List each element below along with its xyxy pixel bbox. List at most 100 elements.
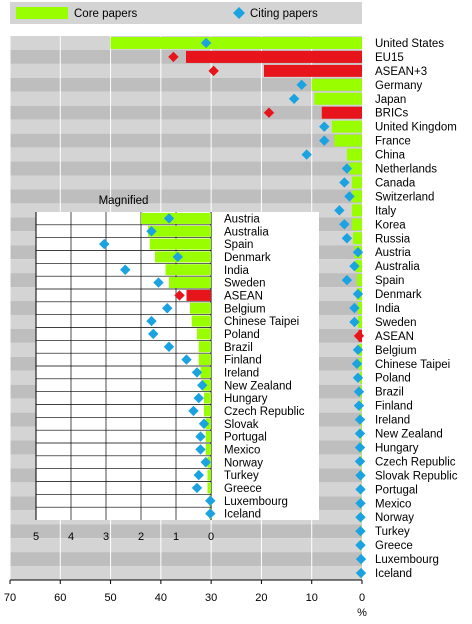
inset-marker-citing-hungary — [193, 392, 204, 404]
category-label-asean-3: ASEAN+3 — [375, 66, 427, 78]
category-label-norway: Norway — [375, 512, 414, 524]
inset-category-label-slovak: Slovak — [224, 419, 259, 431]
marker-citing-hungary — [354, 442, 366, 453]
marker-citing-china — [301, 149, 312, 160]
inset-category-label-austria: Austria — [224, 213, 260, 225]
inset-marker-citing-denmark — [172, 251, 183, 263]
inset-marker-citing-poland — [148, 328, 159, 340]
inset-bar-core-turkey — [207, 469, 211, 481]
marker-citing-denmark — [352, 288, 364, 300]
marker-citing-italy — [334, 205, 345, 216]
inset-marker-citing-new-zealand — [197, 380, 208, 391]
inset-x-tick-label-4: 4 — [68, 531, 74, 543]
bar-core-united-kingdom — [331, 120, 362, 133]
inset-marker-citing-czech-republic — [188, 405, 199, 417]
category-label-united-states: United States — [375, 38, 444, 50]
inset-bar-core-chinese-taipei — [191, 315, 211, 327]
inset-category-label-turkey: Turkey — [224, 470, 259, 482]
inset-category-label-czech-republic: Czech Republic — [224, 406, 305, 418]
inset-bar-core-spain — [149, 238, 211, 250]
bar-core-korea — [351, 218, 362, 231]
bar-core-sweden — [357, 315, 362, 328]
inset-marker-citing-finland — [181, 354, 192, 365]
inset-category-label-asean: ASEAN — [224, 290, 263, 302]
inset-category-label-greece: Greece — [224, 483, 262, 495]
category-label-switzerland: Switzerland — [375, 191, 434, 203]
category-label-eu15: EU15 — [375, 52, 404, 64]
bar-core-italy — [351, 204, 362, 217]
inset-bar-core-ireland — [200, 366, 211, 378]
inset-bar-core-denmark — [155, 251, 211, 263]
marker-citing-japan — [288, 93, 300, 104]
inset-label-panel — [211, 212, 319, 520]
inset-marker-citing-austria — [163, 213, 175, 224]
inset-category-label-mexico: Mexico — [224, 444, 260, 456]
inset-bar-core-portugal — [205, 431, 211, 443]
marker-citing-netherlands — [341, 163, 353, 174]
inset-marker-citing-australia — [146, 226, 157, 237]
inset-category-label-iceland: Iceland — [224, 509, 261, 521]
inset-title: Magnified — [99, 195, 149, 207]
bar-core-netherlands — [349, 162, 362, 175]
category-label-luxembourg: Luxembourg — [375, 554, 439, 566]
bar-core-japan — [314, 92, 362, 105]
inset-category-label-belgium: Belgium — [224, 303, 266, 315]
inset-bar-core-poland — [197, 328, 211, 340]
inset-marker-citing-sweden — [153, 277, 164, 288]
category-label-turkey: Turkey — [375, 526, 410, 538]
inset-bar-core-australia — [148, 225, 211, 237]
inset-marker-citing-norway — [200, 457, 211, 468]
category-label-australia: Australia — [375, 261, 420, 273]
inset-x-tick-label-3: 3 — [103, 531, 109, 543]
category-label-iceland: Iceland — [375, 568, 412, 580]
inset-x-tick-label-1: 1 — [173, 531, 179, 543]
inset-bar-core-mexico — [205, 443, 211, 455]
bar-core-canada — [351, 176, 362, 189]
legend-marker-citing — [233, 7, 245, 19]
row-band — [10, 77, 362, 92]
bar-core-eu15 — [186, 50, 362, 63]
category-label-slovak-republic: Slovak Republic — [375, 470, 458, 482]
marker-citing-korea — [339, 219, 350, 230]
inset-category-label-spain: Spain — [224, 239, 253, 251]
category-label-hungary: Hungary — [375, 442, 419, 454]
inset-category-label-hungary: Hungary — [224, 393, 268, 405]
legend-label-core: Core papers — [74, 8, 138, 20]
marker-citing-canada — [339, 177, 350, 188]
x-tick-label-20: 20 — [255, 592, 267, 604]
marker-citing-india — [349, 302, 360, 314]
category-label-canada: Canada — [375, 177, 416, 189]
inset-marker-citing-ireland — [191, 367, 203, 378]
category-label-korea: Korea — [375, 219, 406, 231]
category-label-new-zealand: New Zealand — [375, 429, 443, 441]
inset-bar-core-greece — [207, 482, 211, 494]
category-label-greece: Greece — [375, 540, 413, 552]
marker-citing-greece — [355, 539, 366, 551]
inset-category-label-norway: Norway — [224, 457, 263, 469]
row-band — [10, 147, 362, 162]
legend-swatch-core — [16, 7, 68, 19]
marker-citing-poland — [352, 372, 364, 383]
row-band — [10, 133, 362, 148]
inset-x-tick-label-0: 0 — [208, 531, 214, 543]
marker-citing-switzerland — [344, 191, 355, 202]
inset-category-label-australia: Australia — [224, 226, 269, 238]
bar-core-china — [346, 148, 362, 161]
marker-citing-portugal — [355, 484, 366, 495]
category-label-sweden: Sweden — [375, 317, 417, 329]
marker-citing-eu15 — [168, 51, 179, 63]
marker-citing-iceland — [355, 567, 367, 579]
marker-citing-brics — [263, 107, 275, 118]
category-label-poland: Poland — [375, 373, 411, 385]
bar-core-france — [334, 134, 362, 147]
inset-category-label-portugal: Portugal — [224, 432, 267, 444]
x-tick-label-0: 0 — [359, 592, 365, 604]
marker-citing-finland — [353, 400, 365, 411]
row-band — [10, 175, 362, 190]
category-label-spain: Spain — [375, 275, 404, 287]
x-tick-label-50: 50 — [104, 592, 116, 604]
inset-marker-citing-turkey — [193, 469, 204, 481]
category-label-france: France — [375, 136, 411, 148]
marker-citing-mexico — [355, 498, 366, 509]
